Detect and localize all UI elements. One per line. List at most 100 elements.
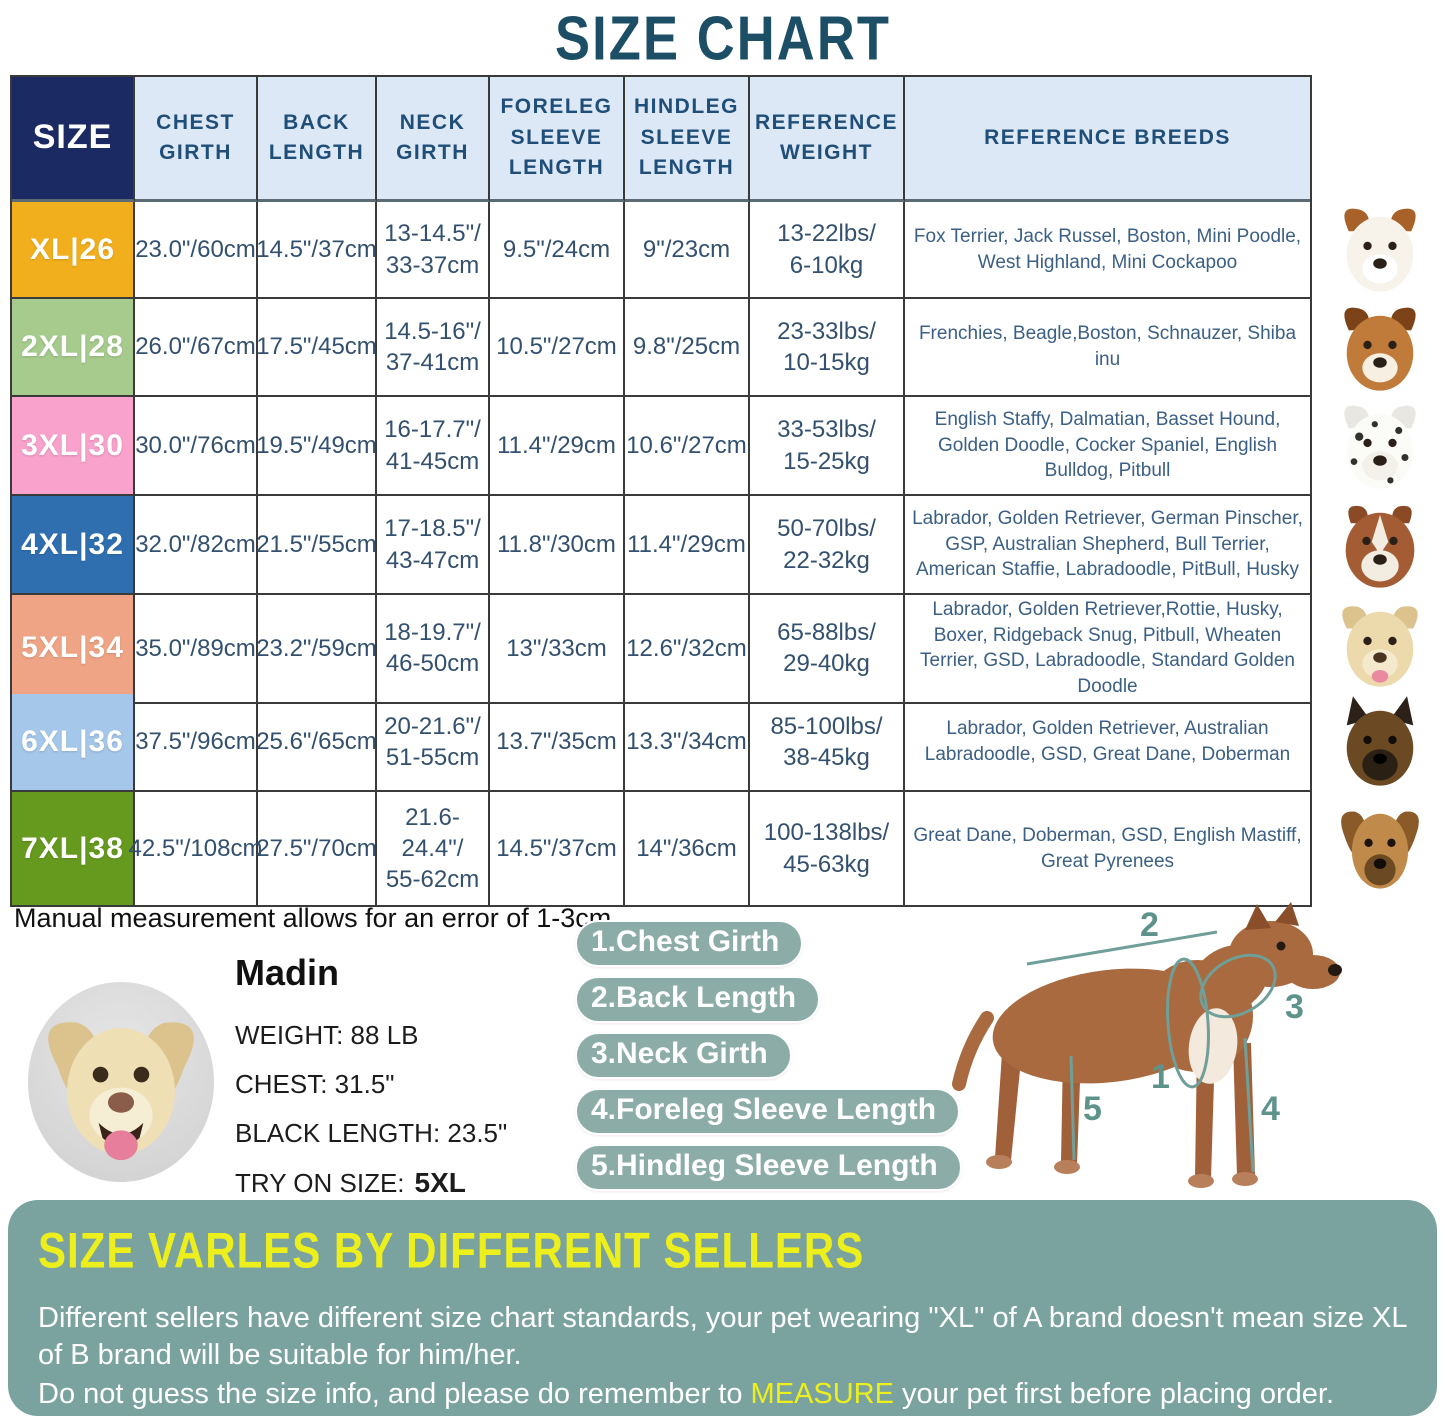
pet-name: Madin bbox=[235, 952, 339, 993]
chest-cell: 23.0"/60cm bbox=[135, 202, 258, 299]
breeds-cell: Great Dane, Doberman, GSD, English Masti… bbox=[913, 824, 1302, 872]
legend-neck-girth: 3.Neck Girth bbox=[575, 1032, 792, 1079]
foreleg-cell: 11.8"/30cm bbox=[490, 496, 625, 595]
page-header: SIZE CHART bbox=[0, 2, 1445, 73]
amstaff-dog-icon bbox=[1345, 505, 1415, 588]
chest-cell: 35.0"/89cm bbox=[135, 595, 258, 704]
back-cell: 19.5"/49cm bbox=[256, 397, 377, 496]
chest-cell: 26.0"/67cm bbox=[135, 299, 258, 397]
header-chest-girth: CHEST GIRTH bbox=[135, 77, 258, 202]
breeds-cell: Labrador, Golden Retriever, German Pinsc… bbox=[905, 496, 1310, 595]
diagram-number-5: 5 bbox=[1083, 1090, 1102, 1128]
notice-measure-prefix: Do not guess the size info, and please d… bbox=[38, 1378, 751, 1411]
legend-back-length: 2.Back Length bbox=[575, 976, 821, 1023]
foreleg-cell: 13"/33cm bbox=[490, 595, 625, 704]
weight-cell: 85-100lbs/ 38-45kg bbox=[750, 694, 905, 792]
dalmatian-dog-icon bbox=[1344, 405, 1416, 489]
hindleg-cell: 9.8"/25cm bbox=[625, 299, 750, 397]
breeds-cell: English Staffy, Dalmatian, Basset Hound,… bbox=[905, 397, 1310, 496]
legend-hindleg-sleeve-length: 5.Hindleg Sleeve Length bbox=[575, 1144, 962, 1191]
weight-cell: 65-88lbs/ 29-40kg bbox=[750, 595, 905, 704]
pet-back-length: BLACK LENGTH: 23.5" bbox=[235, 1118, 508, 1148]
diagram-number-2: 2 bbox=[1140, 906, 1159, 944]
neck-cell: 18-19.7"/ 46-50cm bbox=[377, 595, 490, 704]
table-row: 5XL|34 35.0"/89cm 23.2"/59cm 18-19.7"/ 4… bbox=[12, 595, 1310, 704]
size-cell: 5XL|34 bbox=[12, 595, 135, 704]
size-chart-table: SIZE CHEST GIRTH BACK LENGTH NECK GIRTH … bbox=[10, 75, 1312, 907]
great-dane-dog-icon bbox=[1341, 811, 1419, 889]
back-cell: 27.5"/70cm bbox=[256, 792, 377, 905]
pet-try-on-size: TRY ON SIZE: 5XL bbox=[235, 1167, 507, 1199]
beagle-dog-icon bbox=[1344, 307, 1416, 391]
weight-cell: 13-22lbs/ 6-10kg bbox=[750, 202, 905, 299]
notice-measure-word: MEASURE bbox=[750, 1378, 894, 1411]
table-row: 7XL|38 42.5"/108cm 27.5"/70cm 21.6-24.4"… bbox=[12, 792, 1310, 905]
labrador-dog-icon bbox=[1342, 606, 1418, 687]
notice-measure-line: Do not guess the size info, and please d… bbox=[38, 1376, 1407, 1413]
header-hindleg-sleeve-length: HINDLEG SLEEVE LENGTH bbox=[625, 77, 750, 202]
table-row: XL|26 23.0"/60cm 14.5"/37cm 13-14.5"/ 33… bbox=[12, 202, 1310, 299]
back-cell: 23.2"/59cm bbox=[256, 595, 377, 704]
size-cell: 3XL|30 bbox=[12, 397, 135, 496]
diagram-number-1: 1 bbox=[1151, 1058, 1170, 1096]
labrador-portrait-icon bbox=[48, 1022, 194, 1161]
table-row: 3XL|30 30.0"/76cm 19.5"/49cm 16-17.7"/ 4… bbox=[12, 397, 1310, 496]
dog-tail bbox=[952, 1011, 994, 1091]
weight-cell: 33-53lbs/ 15-25kg bbox=[750, 397, 905, 496]
measurement-error-note: Manual measurement allows for an error o… bbox=[14, 903, 612, 933]
foreleg-cell: 11.4"/29cm bbox=[490, 397, 625, 496]
table-row: 6XL|36 37.5"/96cm 25.6"/65cm 20-21.6"/ 5… bbox=[12, 694, 1310, 792]
hindleg-cell: 9"/23cm bbox=[625, 202, 750, 299]
chest-cell: 32.0"/82cm bbox=[135, 496, 258, 595]
chest-cell: 37.5"/96cm bbox=[135, 694, 258, 792]
breeds-cell: Labrador, Golden Retriever, Australian L… bbox=[905, 694, 1310, 792]
measurement-diagram: 2 3 1 4 5 bbox=[952, 902, 1342, 1188]
neck-cell: 17-18.5"/ 43-47cm bbox=[377, 496, 490, 595]
header-reference-breeds: REFERENCE BREEDS bbox=[905, 77, 1310, 202]
measurement-legend: 1.Chest Girth 2.Back Length 3.Neck Girth… bbox=[575, 920, 962, 1191]
try-on-size-value: 5XL bbox=[414, 1167, 466, 1198]
table-header-row: SIZE CHEST GIRTH BACK LENGTH NECK GIRTH … bbox=[12, 77, 1310, 202]
hindleg-cell: 14"/36cm bbox=[625, 792, 750, 905]
breeds-cell: Fox Terrier, Jack Russel, Boston, Mini P… bbox=[905, 202, 1310, 299]
back-cell: 25.6"/65cm bbox=[256, 694, 377, 792]
diagram-number-3: 3 bbox=[1285, 988, 1304, 1026]
neck-cell: 13-14.5"/ 33-37cm bbox=[377, 202, 490, 299]
diagram-number-4: 4 bbox=[1261, 1090, 1280, 1128]
weight-cell: 50-70lbs/ 22-32kg bbox=[750, 496, 905, 595]
header-back-length: BACK LENGTH bbox=[258, 77, 377, 202]
foreleg-cell: 13.7"/35cm bbox=[490, 694, 625, 792]
neck-cell: 16-17.7"/ 41-45cm bbox=[377, 397, 490, 496]
hindleg-cell: 12.6"/32cm bbox=[625, 595, 750, 704]
breeds-cell: Frenchies, Beagle,Boston, Schnauzer, Shi… bbox=[905, 299, 1310, 397]
chest-cell: 30.0"/76cm bbox=[135, 397, 258, 496]
hindleg-cell: 10.6"/27cm bbox=[625, 397, 750, 496]
pet-chest: CHEST: 31.5" bbox=[235, 1069, 395, 1099]
notice-measure-suffix: your pet first before placing order. bbox=[893, 1378, 1335, 1411]
pet-photo bbox=[28, 982, 214, 1182]
size-cell: 4XL|32 bbox=[12, 496, 135, 595]
legend-chest-girth: 1.Chest Girth bbox=[575, 920, 804, 967]
back-cell: 17.5"/45cm bbox=[256, 299, 377, 397]
neck-cell: 14.5-16"/ 37-41cm bbox=[377, 299, 490, 397]
measurement-numbers: 2 3 1 4 5 bbox=[1083, 906, 1304, 1128]
table-row: 2XL|28 26.0"/67cm 17.5"/45cm 14.5-16"/ 3… bbox=[12, 299, 1310, 397]
page-title: SIZE CHART bbox=[554, 3, 891, 74]
size-cell: 6XL|36 bbox=[12, 694, 135, 792]
seller-size-notice: SIZE VARLES BY DIFFERENT SELLERS Differe… bbox=[8, 1200, 1437, 1416]
breeds-cell: Labrador, Golden Retriever,Rottie, Husky… bbox=[905, 595, 1310, 704]
weight-cell: 100-138lbs/ 45-63kg bbox=[750, 792, 905, 905]
pet-weight: WEIGHT: 88 LB bbox=[235, 1020, 419, 1050]
header-size: SIZE bbox=[12, 77, 135, 202]
foreleg-cell: 10.5"/27cm bbox=[490, 299, 625, 397]
pet-info-card: Madin WEIGHT: 88 LB CHEST: 31.5" BLACK L… bbox=[235, 952, 507, 1217]
try-on-label: TRY ON SIZE: bbox=[235, 1168, 405, 1198]
foreleg-cell: 14.5"/37cm bbox=[490, 792, 625, 905]
size-cell: 7XL|38 bbox=[12, 792, 135, 905]
table-row: 4XL|32 32.0"/82cm 21.5"/55cm 17-18.5"/ 4… bbox=[12, 496, 1310, 595]
weight-cell: 23-33lbs/ 10-15kg bbox=[750, 299, 905, 397]
foreleg-cell: 9.5"/24cm bbox=[490, 202, 625, 299]
header-reference-weight: REFERENCE WEIGHT bbox=[750, 77, 905, 202]
size-cell: XL|26 bbox=[12, 202, 135, 299]
neck-cell: 21.6-24.4"/ 55-62cm bbox=[377, 792, 490, 905]
